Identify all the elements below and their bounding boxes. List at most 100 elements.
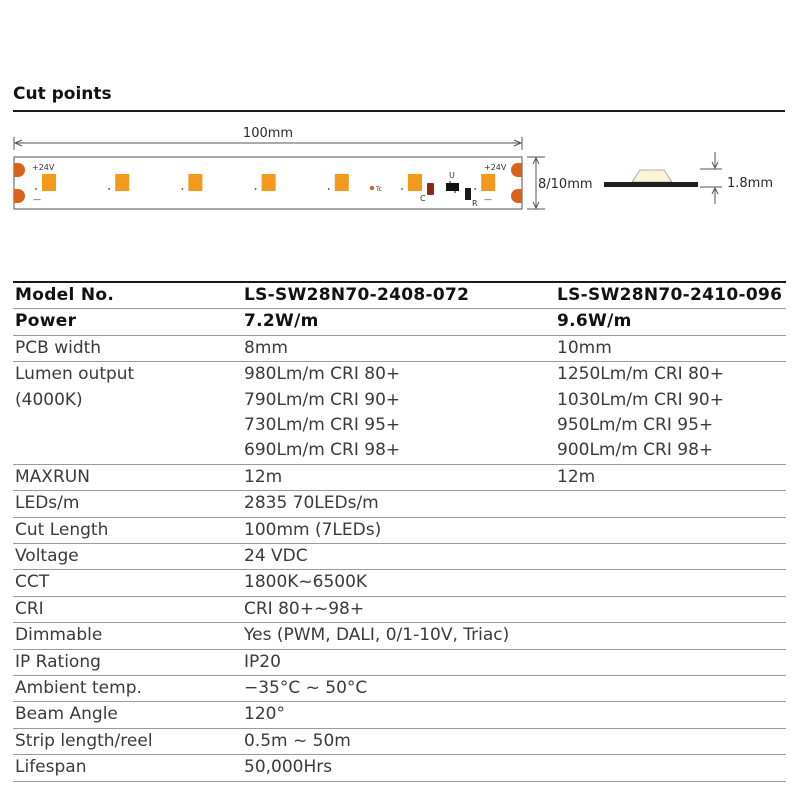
model-col2: LS-SW28N70-2410-096 [555,281,786,310]
row-value: 100mm (7LEDs) [242,517,786,545]
row-label: IP Rationg [13,649,242,677]
row-label: Cut Length [13,517,242,545]
row-label: CRI [13,596,242,624]
table-header-row: Model No. LS-SW28N70-2408-072 LS-SW28N70… [13,281,786,310]
table-row: Lifespan 50,000Hrs [13,754,786,782]
tc-point [369,185,375,191]
row-label: Lifespan [13,754,242,782]
table-row: Dimmable Yes (PWM, DALI, 0/1-10V, Triac) [13,622,786,650]
maxrun-label: MAXRUN [13,464,242,492]
led-polarity-dot [474,188,477,190]
led-chip [334,174,349,191]
lumen-col2-value: 1030Lm/m CRI 90+ [557,389,724,410]
table-row: Cut Length 100mm (7LEDs) [13,517,786,545]
model-label: Model No. [13,281,242,310]
cross-section-view [604,169,698,187]
lumen-row: Lumen output (4000K) 980Lm/m CRI 80+ 790… [13,361,786,465]
table-row: IP Rationg IP20 [13,649,786,677]
cut-points-diagram: 100mm +24V +24V — — C U R Tc 8/10mm [13,126,773,210]
width-dimension [527,156,545,210]
led-chip [261,174,276,191]
lumen-col1: 980Lm/m CRI 80+ 790Lm/m CRI 90+ 730Lm/m … [242,361,555,465]
length-label: 100mm [243,126,293,141]
table-row: LEDs/m 2835 70LEDs/m [13,490,786,518]
power-col1: 7.2W/m [242,308,555,336]
lumen-col2: 1250Lm/m CRI 80+ 1030Lm/m CRI 90+ 950Lm/… [555,361,786,465]
table-row: Beam Angle 120° [13,701,786,729]
lumen-col1-value: 980Lm/m CRI 80+ [244,364,401,385]
component-u [446,181,459,193]
row-label: Strip length/reel [13,728,242,756]
lumen-col2-value: 950Lm/m CRI 95+ [557,415,714,435]
lumen-col2-value: 900Lm/m CRI 98+ [557,440,714,461]
led-polarity-dot [35,188,37,190]
pcb-row: PCB width 8mm 10mm [13,335,786,363]
model-col1: LS-SW28N70-2408-072 [242,281,555,310]
minus-label-left: — [33,195,41,204]
lumen-col2-value: 1250Lm/m CRI 80+ [557,364,724,385]
row-value: 1800K~6500K [242,569,786,597]
component-r-label: R [472,199,478,208]
component-r [465,188,471,200]
row-value: 24 VDC [242,543,786,571]
row-value: 0.5m ~ 50m [242,728,786,756]
power-row: Power 7.2W/m 9.6W/m [13,308,786,336]
led-chip [408,174,422,191]
row-value: 120° [242,701,786,729]
led-chip [481,174,496,191]
table-row: Voltage 24 VDC [13,543,786,571]
height-label: 1.8mm [727,176,773,191]
row-label: Dimmable [13,622,242,650]
row-value: CRI 80+~98+ [242,596,786,624]
led-polarity-dot [254,188,257,190]
voltage-label-right: +24V [484,163,507,172]
component-u-label: U [449,171,455,180]
row-value: Yes (PWM, DALI, 0/1-10V, Triac) [242,622,786,650]
maxrun-col2: 12m [555,464,786,492]
component-c [427,183,434,195]
power-col2: 9.6W/m [555,308,786,336]
row-label: CCT [13,569,242,597]
led-chip [115,174,130,191]
lumen-label-cell: Lumen output (4000K) [13,361,242,465]
height-dimension [700,152,722,204]
minus-label-right: — [484,195,492,204]
pcb-col2: 10mm [555,335,786,363]
power-label: Power [13,308,242,336]
table-row: Ambient temp. −35°C ~ 50°C [13,675,786,703]
lumen-col1-value: 790Lm/m CRI 90+ [244,389,401,410]
row-label: Ambient temp. [13,675,242,703]
lumen-label: Lumen output [15,364,135,385]
solder-pad-left [14,163,25,203]
lumen-label-cct: (4000K) [15,389,83,410]
component-c-label: C [420,194,426,203]
voltage-label-left: +24V [32,163,55,172]
led-chip [188,174,203,191]
spec-table: Model No. LS-SW28N70-2408-072 LS-SW28N70… [13,281,786,782]
maxrun-row: MAXRUN 12m 12m [13,464,786,492]
led-polarity-dot [401,188,403,190]
row-value: 50,000Hrs [242,754,786,782]
row-label: Voltage [13,543,242,571]
row-label: LEDs/m [13,490,242,518]
row-value: 2835 70LEDs/m [242,490,786,518]
solder-pad-right [511,163,522,203]
table-row: Strip length/reel 0.5m ~ 50m [13,728,786,756]
row-label: Beam Angle [13,701,242,729]
led-chips [35,174,496,191]
pcb-label: PCB width [13,335,242,363]
tc-label: Tc [375,186,382,193]
row-value: −35°C ~ 50°C [242,675,786,703]
section-divider [13,110,785,112]
lumen-col1-value: 730Lm/m CRI 95+ [244,415,401,435]
lumen-col1-value: 690Lm/m CRI 98+ [244,440,401,461]
led-polarity-dot [327,188,330,190]
led-polarity-dot [108,188,111,190]
led-polarity-dot [181,188,184,190]
width-label: 8/10mm [538,177,593,192]
section-title: Cut points [13,84,112,104]
led-chip [42,174,56,191]
maxrun-col1: 12m [242,464,555,492]
pcb-col1: 8mm [242,335,555,363]
table-row: CRI CRI 80+~98+ [13,596,786,624]
